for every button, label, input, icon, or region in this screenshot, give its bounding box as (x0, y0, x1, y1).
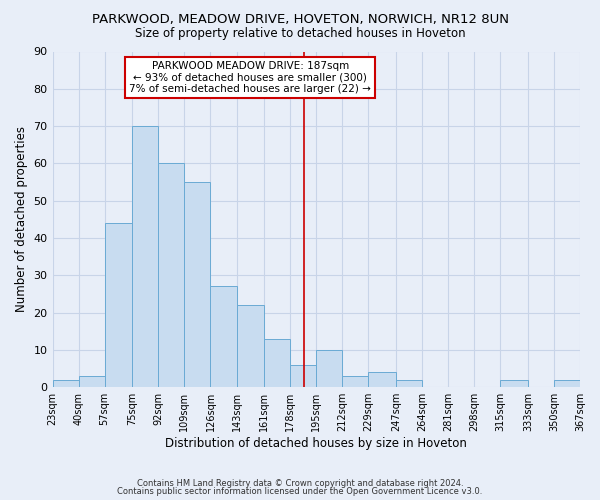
Bar (554, 380, 580, 387)
Text: Contains public sector information licensed under the Open Government Licence v3: Contains public sector information licen… (118, 487, 482, 496)
Bar (132, 126, 158, 387)
Text: Contains HM Land Registry data © Crown copyright and database right 2024.: Contains HM Land Registry data © Crown c… (137, 478, 463, 488)
Bar (396, 380, 422, 387)
X-axis label: Distribution of detached houses by size in Hoveton: Distribution of detached houses by size … (166, 437, 467, 450)
Bar (500, 380, 528, 387)
Bar (79, 376, 104, 387)
Bar (104, 223, 132, 387)
Bar (368, 372, 396, 387)
Text: PARKWOOD MEADOW DRIVE: 187sqm
← 93% of detached houses are smaller (300)
7% of s: PARKWOOD MEADOW DRIVE: 187sqm ← 93% of d… (130, 61, 371, 94)
Bar (184, 182, 211, 387)
Bar (290, 365, 316, 387)
Bar (264, 338, 290, 387)
Text: PARKWOOD, MEADOW DRIVE, HOVETON, NORWICH, NR12 8UN: PARKWOOD, MEADOW DRIVE, HOVETON, NORWICH… (91, 12, 509, 26)
Bar (211, 286, 236, 387)
Bar (158, 164, 184, 387)
Y-axis label: Number of detached properties: Number of detached properties (15, 126, 28, 312)
Bar (236, 305, 264, 387)
Bar (316, 350, 343, 387)
Bar (343, 376, 368, 387)
Text: Size of property relative to detached houses in Hoveton: Size of property relative to detached ho… (134, 28, 466, 40)
Bar (53, 380, 79, 387)
